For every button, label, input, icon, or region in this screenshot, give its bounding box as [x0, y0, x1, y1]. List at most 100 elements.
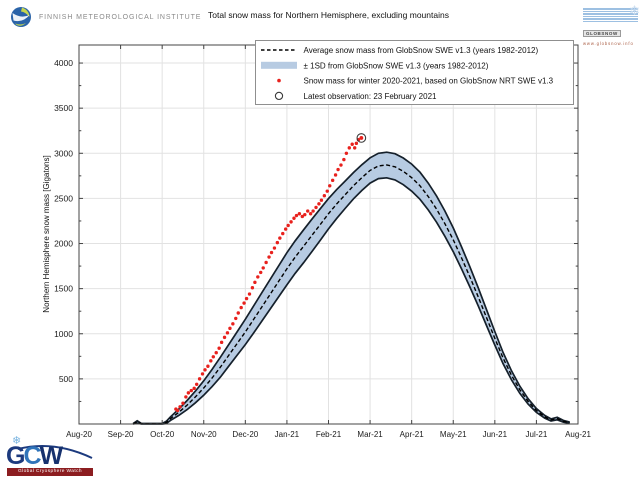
latest-observation-ring: [356, 133, 367, 143]
snowflake-icon: ❄: [629, 4, 640, 19]
observation-dot: [297, 212, 302, 216]
average-snow-mass-line: [132, 164, 570, 425]
observation-dot: [192, 386, 196, 391]
y-tick-label: 4000: [54, 58, 73, 68]
observation-dot: [247, 292, 252, 296]
observation-dot: [286, 223, 290, 228]
legend-band-sample: [261, 61, 297, 69]
observation-dot: [352, 146, 357, 150]
y-tick-label: 2500: [54, 193, 73, 203]
observation-dot: [350, 142, 354, 146]
sd-band-upper-edge: [132, 151, 570, 425]
observation-dot: [203, 368, 207, 372]
gcw-caption: Global Cryosphere Watch: [7, 468, 93, 476]
observation-dot: [189, 388, 193, 393]
legend-entry-label: Average snow mass from GlobSnow SWE v1.3…: [304, 46, 539, 55]
observation-dot: [306, 209, 310, 213]
sd-band-lower-edge: [132, 176, 570, 425]
globsnow-lines-graphic: ❄: [583, 4, 640, 22]
observation-dot: [231, 322, 235, 326]
legend-box: [255, 40, 574, 105]
observation-dot: [211, 355, 216, 359]
x-tick-label: Oct-20: [150, 430, 175, 439]
observation-dot: [267, 255, 271, 259]
x-tick-label: Aug-20: [66, 430, 92, 439]
y-tick-label: 1000: [54, 329, 73, 339]
observation-dot: [283, 227, 288, 231]
observation-dot: [330, 178, 335, 183]
globsnow-logo: ❄ GLOBSNOW www.globsnow.info: [583, 4, 640, 46]
gcw-logo: ❄ GCW Global Cryosphere Watch: [2, 434, 102, 478]
observation-dot: [261, 266, 265, 270]
observation-dot: [186, 391, 191, 395]
observation-dot: [319, 198, 324, 202]
globsnow-logo-text: GLOBSNOW: [583, 30, 621, 37]
observation-dot: [264, 260, 268, 265]
fmi-logo-text: FINNISH METEOROLOGICAL INSTITUTE: [39, 13, 202, 21]
observation-dot: [228, 326, 232, 331]
observation-dot: [336, 167, 340, 172]
latest-observation-dot: [359, 136, 364, 140]
observation-dot: [175, 408, 180, 413]
observation-dot: [344, 151, 349, 155]
sd-band-area: [133, 152, 570, 424]
observation-dot: [200, 372, 205, 376]
y-tick-label: 3500: [54, 103, 73, 113]
globsnow-url-text: www.globsnow.info: [583, 41, 634, 46]
observation-dot: [303, 212, 307, 217]
observation-dot: [294, 213, 299, 218]
observation-dot: [206, 364, 210, 368]
observation-dot: [314, 205, 318, 210]
observation-dot: [217, 346, 221, 350]
x-tick-label: Sep-20: [108, 430, 134, 439]
gcw-swoosh-icon: [17, 445, 93, 459]
observation-dot: [339, 163, 343, 167]
observation-dot: [239, 305, 243, 310]
snowflake-icon: ❄: [12, 434, 22, 447]
observation-dot: [300, 214, 305, 219]
y-tick-label: 500: [59, 374, 73, 384]
gcw-letter: W: [39, 442, 64, 470]
fmi-globe-icon: [11, 7, 31, 27]
observation-dot: [214, 351, 218, 355]
observation-dot: [311, 209, 315, 213]
observation-dot: [259, 270, 263, 275]
observation-dot: [322, 193, 327, 198]
x-tick-label: Mar-21: [357, 430, 383, 439]
observation-dot: [256, 275, 260, 279]
legend-open-circle-sample: [274, 91, 284, 101]
x-tick-label: Jun-21: [483, 430, 508, 439]
observation-dot: [209, 359, 213, 363]
y-tick-label: 3000: [54, 148, 73, 158]
observation-dot: [328, 184, 332, 188]
x-tick-label: Apr-21: [400, 430, 425, 439]
observation-dot: [317, 202, 321, 206]
observation-dot: [289, 220, 293, 224]
observation-dot: [253, 280, 257, 285]
observation-dot: [244, 296, 249, 301]
fmi-logo: FINNISH METEOROLOGICAL INSTITUTE: [10, 6, 201, 28]
observation-dot: [278, 236, 282, 240]
x-tick-label: Jul-21: [526, 430, 548, 439]
observation-dot: [234, 316, 238, 321]
legend-entry-label: Snow mass for winter 2020-2021, based on…: [304, 77, 554, 86]
legend-red-dot-sample: [277, 78, 281, 83]
observation-dot: [197, 377, 202, 381]
x-tick-label: Nov-20: [191, 430, 217, 439]
observation-dot: [354, 141, 359, 146]
observation-dot: [194, 382, 199, 386]
y-tick-label: 2000: [54, 239, 73, 249]
legend-entry-label: Latest observation: 23 February 2021: [304, 92, 438, 101]
observation-dot: [250, 286, 255, 290]
observation-dot: [222, 335, 227, 340]
observation-dot: [178, 405, 182, 409]
observation-dot: [181, 401, 185, 405]
observation-dot: [281, 231, 285, 236]
legend-entry-label: ± 1SD from GlobSnow SWE v1.3 (years 1982…: [304, 61, 489, 70]
observation-dot: [275, 240, 280, 245]
x-tick-label: Feb-21: [316, 430, 342, 439]
observation-dot: [272, 246, 277, 250]
observation-dot: [347, 146, 351, 150]
